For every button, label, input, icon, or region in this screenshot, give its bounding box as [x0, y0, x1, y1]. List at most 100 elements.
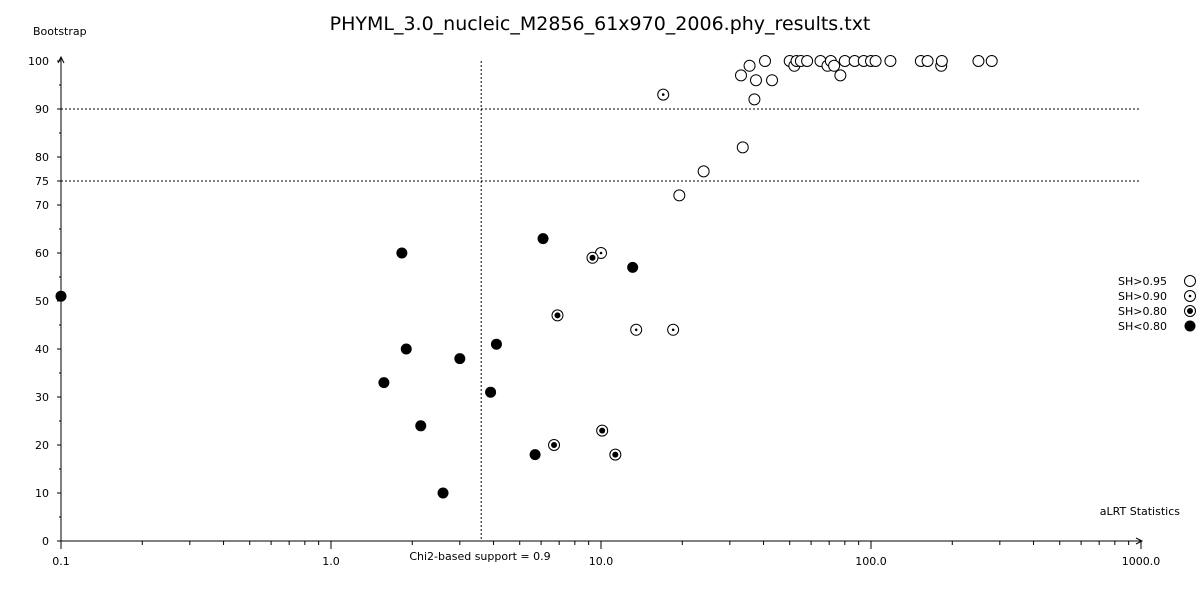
- marker-ring: [1184, 275, 1196, 287]
- data-point: [396, 247, 408, 259]
- data-point: [415, 420, 427, 432]
- data-point: [884, 55, 897, 67]
- data-point: [630, 323, 643, 336]
- data-point: [485, 386, 497, 398]
- marker-fill: [537, 233, 549, 245]
- legend-label: SH>0.95: [1118, 275, 1167, 288]
- marker-dot: [612, 451, 619, 458]
- marker-ring: [734, 69, 747, 82]
- legend-marker: [1184, 275, 1196, 287]
- chart-title: PHYML_3.0_nucleic_M2856_61x970_2006.phy_…: [330, 13, 871, 35]
- legend-label: SH<0.80: [1118, 320, 1167, 333]
- marker-fill: [529, 449, 541, 461]
- y-tick-label: 100: [28, 55, 49, 68]
- data-point: [869, 55, 882, 67]
- data-point: [972, 55, 985, 67]
- marker-ring: [759, 55, 772, 67]
- x-tick-label: 10.0: [589, 555, 614, 568]
- marker-ring: [801, 55, 814, 67]
- marker-ring: [673, 189, 686, 202]
- data-point: [378, 377, 390, 389]
- y-tick-label: 50: [35, 295, 49, 308]
- marker-dot: [589, 254, 596, 261]
- marker-dot: [661, 93, 665, 96]
- chi2-support-label: Chi2-based support = 0.9: [409, 550, 550, 563]
- data-point: [437, 487, 449, 499]
- legend-label: SH>0.80: [1118, 305, 1167, 318]
- data-point: [537, 233, 549, 245]
- data-point: [657, 88, 670, 101]
- marker-ring: [828, 59, 841, 72]
- data-point: [697, 165, 710, 178]
- data-point: [759, 55, 772, 67]
- legend: SH>0.95 SH>0.90 SH>0.80 SH<0.80: [1118, 275, 1196, 333]
- y-tick-label: 20: [35, 439, 49, 452]
- marker-ring: [985, 55, 998, 67]
- data-point: [834, 69, 847, 82]
- marker-dot: [599, 251, 603, 255]
- data-point: [734, 69, 747, 82]
- data-point: [766, 74, 779, 87]
- marker-dot: [1188, 294, 1192, 298]
- x-axis-label: aLRT Statistics: [1100, 505, 1180, 518]
- marker-ring: [935, 55, 948, 67]
- y-tick-label: 80: [35, 151, 49, 164]
- data-point: [985, 55, 998, 67]
- marker-ring: [834, 69, 847, 82]
- data-point: [490, 338, 502, 350]
- marker-fill: [400, 343, 412, 355]
- marker-fill: [1184, 320, 1196, 332]
- x-tick-label: 1000.0: [1122, 555, 1161, 568]
- data-point: [627, 261, 639, 273]
- marker-dot: [634, 328, 638, 332]
- data-point: [400, 343, 412, 355]
- marker-dot: [551, 442, 558, 448]
- data-point: [667, 323, 680, 336]
- marker-ring: [748, 93, 761, 106]
- y-tick-label: 70: [35, 199, 49, 212]
- data-point: [529, 449, 541, 461]
- axes: 0.1 1.0 10.0 100.0 1000.0 0 10 20 30 40 50 60 70 75 80…: [28, 55, 1160, 568]
- legend-marker: [1184, 305, 1196, 317]
- marker-fill: [490, 338, 502, 350]
- marker-dot: [554, 312, 561, 319]
- marker-fill: [485, 386, 497, 398]
- y-tick-label: 90: [35, 103, 49, 116]
- data-point: [673, 189, 686, 202]
- marker-ring: [743, 59, 756, 72]
- marker-ring: [736, 141, 749, 154]
- marker-ring: [749, 74, 762, 87]
- marker-fill: [415, 420, 427, 432]
- marker-ring: [869, 55, 882, 67]
- y-tick-label: 0: [42, 535, 49, 548]
- marker-ring: [972, 55, 985, 67]
- data-point: [743, 59, 756, 72]
- marker-fill: [627, 261, 639, 273]
- data-point: [548, 439, 561, 451]
- marker-ring: [697, 165, 710, 178]
- x-tick-label: 0.1: [52, 555, 70, 568]
- marker-ring: [884, 55, 897, 67]
- data-points: [55, 55, 998, 499]
- marker-fill: [437, 487, 449, 499]
- y-tick-label: 30: [35, 391, 49, 404]
- marker-fill: [55, 290, 67, 302]
- data-point: [595, 247, 607, 259]
- data-point: [596, 424, 609, 437]
- data-point: [828, 59, 841, 72]
- x-tick-label: 1.0: [322, 555, 340, 568]
- y-axis-label: Bootstrap: [33, 25, 87, 38]
- x-axis-arrow: [1135, 537, 1144, 545]
- data-point: [551, 309, 564, 322]
- marker-fill: [378, 377, 390, 389]
- data-point: [935, 55, 948, 67]
- y-tick-label: 40: [35, 343, 49, 356]
- data-point: [586, 251, 599, 264]
- data-point: [749, 74, 762, 87]
- marker-fill: [454, 353, 466, 365]
- marker-dot: [599, 427, 606, 434]
- data-point: [921, 55, 934, 67]
- marker-dot: [1187, 308, 1193, 314]
